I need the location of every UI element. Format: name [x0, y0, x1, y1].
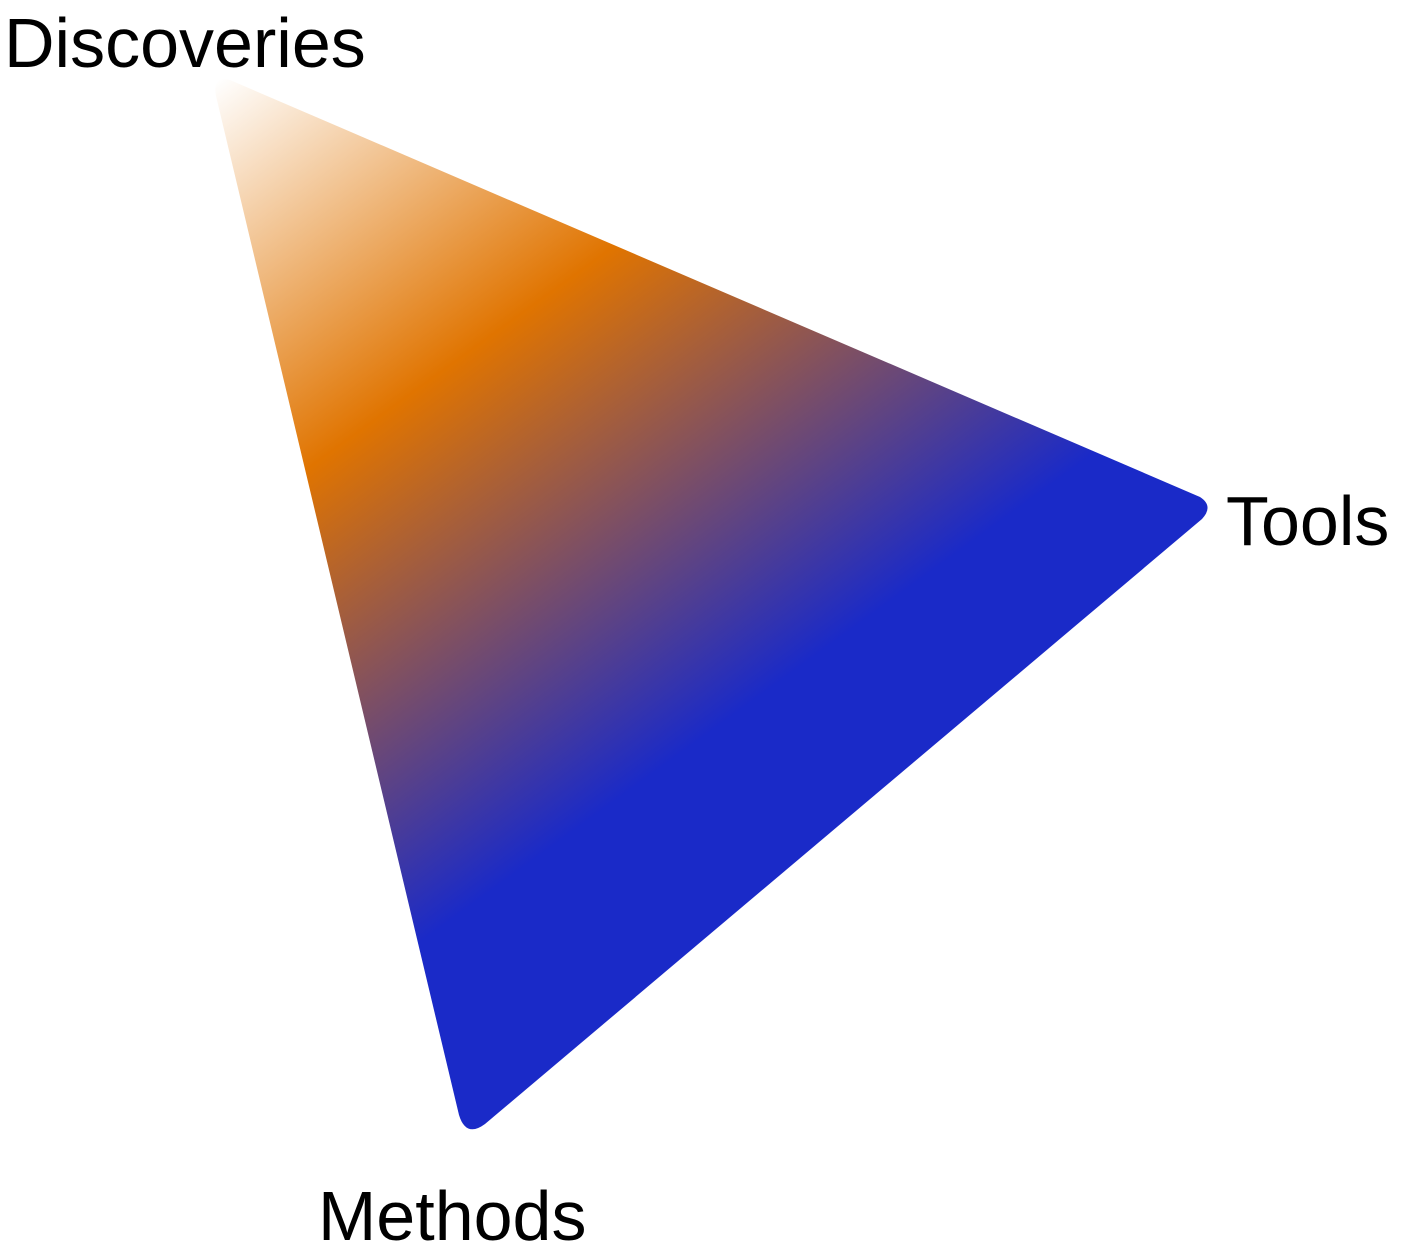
label-tools: Tools [1226, 482, 1389, 560]
label-methods: Methods [318, 1177, 586, 1248]
label-discoveries: Discoveries [4, 4, 366, 82]
gradient-triangle [215, 79, 1208, 1130]
